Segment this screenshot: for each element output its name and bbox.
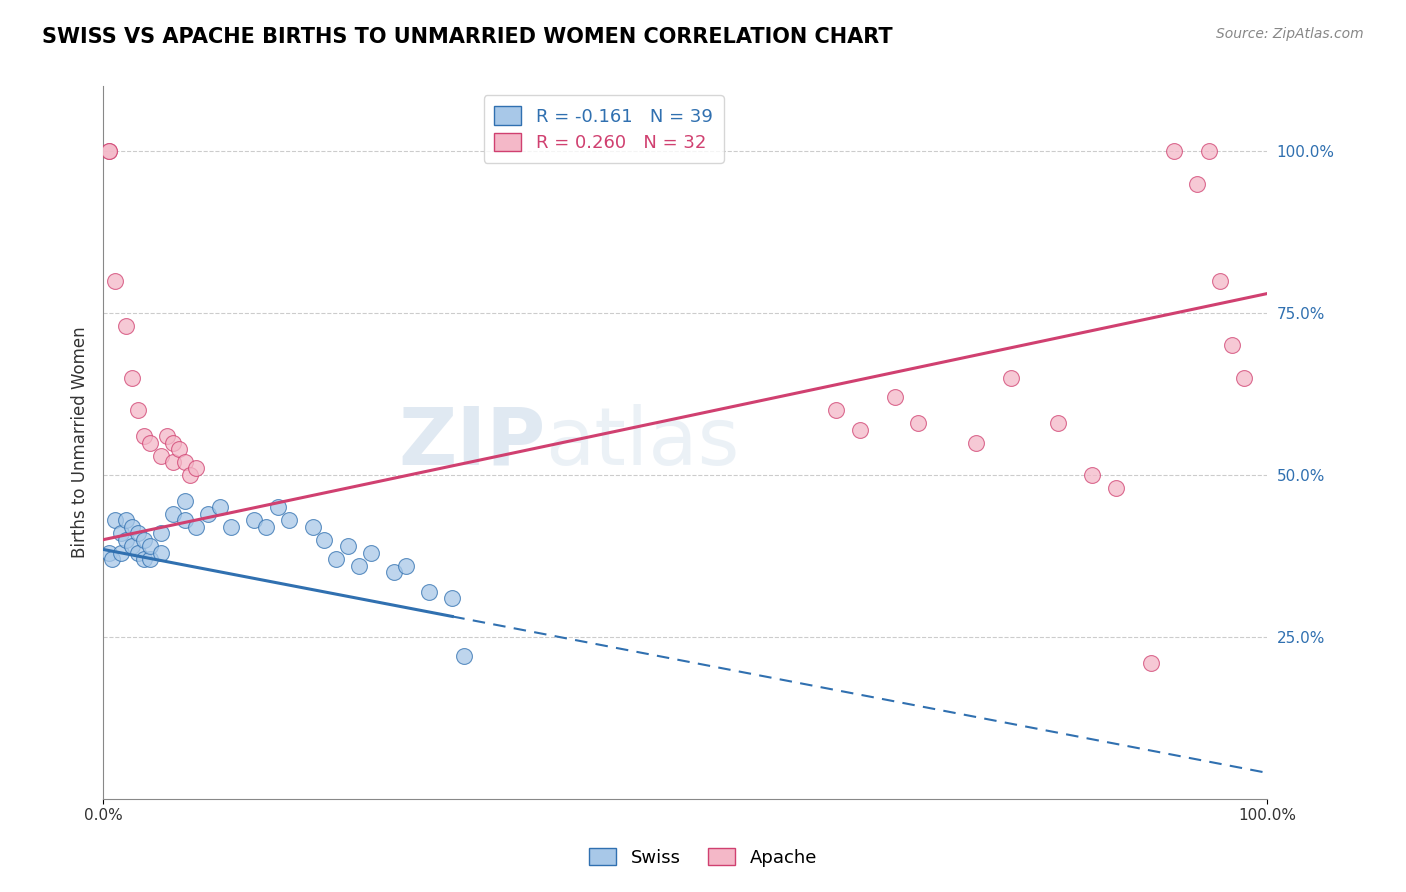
Point [1233,371,1256,385]
Point [254,520,277,534]
Point [1081,467,1104,482]
Point [150,546,173,560]
Point [301,520,323,534]
Point [138,435,160,450]
Point [314,533,336,547]
Point [219,520,242,534]
Point [1220,338,1243,352]
Text: Source: ZipAtlas.com: Source: ZipAtlas.com [1216,27,1364,41]
Point [1105,481,1128,495]
Point [360,546,382,560]
Point [132,533,155,547]
Point [186,461,208,475]
Point [162,455,184,469]
Point [186,520,208,534]
Point [267,500,290,515]
Text: ZIP: ZIP [398,403,546,482]
Point [162,435,184,450]
Text: atlas: atlas [546,403,740,482]
Point [395,558,418,573]
Point [150,526,173,541]
Point [121,539,143,553]
Point [1046,416,1069,430]
Y-axis label: Births to Unmarried Women: Births to Unmarried Women [72,326,89,558]
Point [110,526,132,541]
Point [127,403,149,417]
Point [453,649,475,664]
Point [179,467,201,482]
Point [104,274,127,288]
Point [278,513,301,527]
Point [1185,177,1208,191]
Point [127,526,149,541]
Point [97,144,120,158]
Point [1000,371,1022,385]
Point [162,507,184,521]
Point [1209,274,1232,288]
Point [121,520,143,534]
Point [173,455,195,469]
Point [208,500,231,515]
Point [197,507,219,521]
Point [150,449,173,463]
Legend: R = -0.161   N = 39, R = 0.260   N = 32: R = -0.161 N = 39, R = 0.260 N = 32 [484,95,724,163]
Point [104,513,127,527]
Point [97,144,120,158]
Point [1163,144,1185,158]
Point [418,584,440,599]
Point [115,513,138,527]
Point [132,552,155,566]
Point [243,513,266,527]
Point [336,539,359,553]
Point [156,429,179,443]
Point [848,423,870,437]
Point [441,591,464,605]
Point [325,552,347,566]
Text: SWISS VS APACHE BIRTHS TO UNMARRIED WOMEN CORRELATION CHART: SWISS VS APACHE BIRTHS TO UNMARRIED WOME… [42,27,893,46]
Point [907,416,929,430]
Point [115,318,138,333]
Point [138,552,160,566]
Point [115,533,138,547]
Point [382,565,405,579]
Point [132,429,155,443]
Point [173,513,195,527]
Point [127,546,149,560]
Point [347,558,370,573]
Point [138,539,160,553]
Point [97,546,120,560]
Point [173,493,195,508]
Point [1139,656,1161,670]
Point [1198,144,1220,158]
Point [825,403,848,417]
Point [101,552,124,566]
Legend: Swiss, Apache: Swiss, Apache [582,841,824,874]
Point [167,442,190,456]
Point [883,390,905,404]
Point [121,371,143,385]
Point [965,435,987,450]
Point [110,546,132,560]
